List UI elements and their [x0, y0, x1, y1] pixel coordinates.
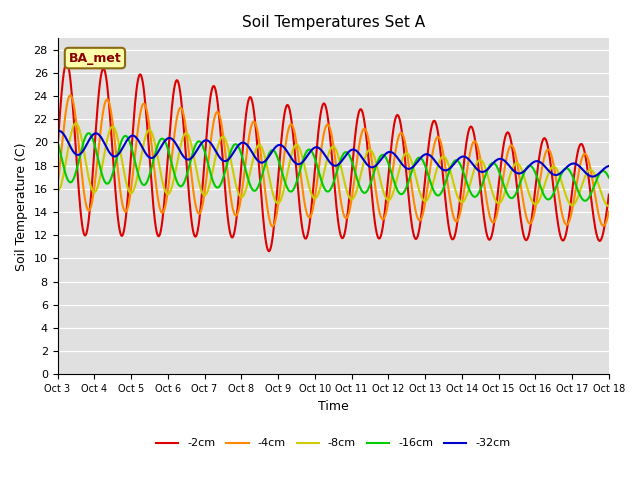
-8cm [605, 204, 612, 209]
-16cm [85, 131, 93, 136]
-32cm [54, 129, 61, 134]
-8cm [54, 188, 61, 194]
-2cm [206, 96, 214, 102]
-2cm [65, 63, 72, 69]
-16cm [401, 188, 409, 193]
-8cm [72, 120, 80, 126]
-2cm [121, 221, 129, 227]
-16cm [63, 176, 71, 182]
-4cm [402, 143, 410, 148]
-2cm [418, 208, 426, 214]
-8cm [121, 174, 129, 180]
-16cm [605, 175, 612, 180]
-32cm [177, 150, 185, 156]
-2cm [177, 96, 185, 101]
Line: -32cm: -32cm [58, 131, 609, 177]
-4cm [54, 183, 61, 189]
-32cm [206, 140, 214, 145]
-4cm [268, 224, 276, 229]
Line: -8cm: -8cm [58, 123, 609, 206]
-32cm [121, 141, 129, 146]
-16cm [417, 156, 425, 161]
-16cm [121, 133, 129, 139]
-16cm [54, 139, 61, 144]
Line: -4cm: -4cm [58, 95, 609, 227]
-4cm [121, 209, 129, 215]
-4cm [177, 105, 185, 111]
-4cm [605, 209, 612, 215]
-4cm [418, 215, 426, 220]
Title: Soil Temperatures Set A: Soil Temperatures Set A [242, 15, 425, 30]
-32cm [589, 174, 596, 180]
-32cm [401, 164, 409, 170]
-16cm [177, 183, 185, 189]
Legend: -2cm, -4cm, -8cm, -16cm, -32cm: -2cm, -4cm, -8cm, -16cm, -32cm [152, 434, 515, 453]
-2cm [402, 164, 410, 169]
X-axis label: Time: Time [318, 400, 349, 413]
-32cm [65, 140, 72, 145]
Line: -2cm: -2cm [58, 63, 609, 251]
-4cm [206, 144, 214, 149]
-2cm [63, 60, 70, 66]
-8cm [206, 180, 214, 186]
-16cm [206, 169, 214, 175]
Y-axis label: Soil Temperature (C): Soil Temperature (C) [15, 142, 28, 271]
-8cm [177, 141, 185, 147]
-4cm [67, 92, 74, 98]
-4cm [63, 99, 71, 105]
Line: -16cm: -16cm [58, 133, 609, 201]
-32cm [55, 128, 63, 134]
-8cm [417, 193, 425, 199]
-2cm [605, 192, 612, 198]
-8cm [401, 151, 409, 157]
-16cm [581, 198, 589, 204]
-32cm [605, 163, 612, 169]
Text: BA_met: BA_met [68, 51, 122, 65]
-2cm [54, 145, 61, 151]
-32cm [417, 155, 425, 160]
-8cm [63, 149, 71, 155]
-2cm [266, 248, 273, 254]
